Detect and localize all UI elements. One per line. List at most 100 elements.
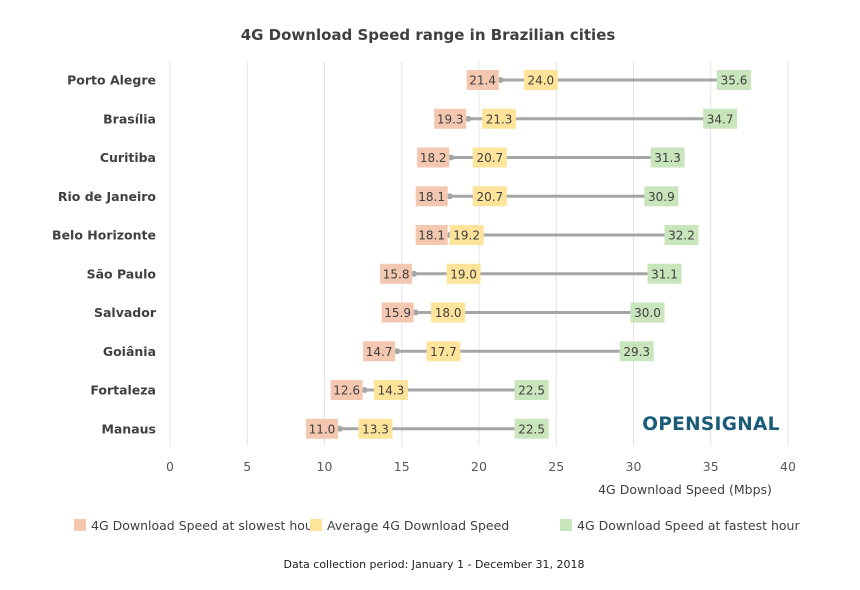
value-label-2-4: 32.2 — [668, 229, 695, 243]
range-end-min-2 — [448, 154, 455, 161]
city-label-8: Fortaleza — [90, 383, 156, 398]
value-box-0-5 — [380, 263, 413, 284]
range-end-min-9 — [336, 425, 343, 432]
x-axis: 0 5 10 15 20 25 30 35 40 — [166, 459, 796, 474]
opensignal-logo: OPENSIGNAL — [642, 414, 779, 435]
value-label-2-1: 34.7 — [707, 112, 734, 126]
value-box-2-9 — [514, 418, 549, 439]
value-label-0-8: 12.6 — [333, 384, 360, 398]
x-tick-label-7: 35 — [703, 459, 719, 474]
value-box-1-2 — [472, 147, 507, 168]
x-tick-label-3: 15 — [394, 459, 410, 474]
value-box-1-8 — [373, 380, 408, 400]
value-label-2-7: 29.3 — [623, 345, 650, 359]
row-0: Porto Alegre 21.4 24.0 35.6 — [67, 70, 752, 90]
value-box-1-5 — [446, 263, 481, 284]
legend-swatch-2 — [560, 519, 572, 531]
value-box-0-1 — [434, 108, 467, 129]
value-label-2-8: 22.5 — [518, 384, 545, 398]
value-label-2-5: 31.1 — [651, 267, 678, 281]
row-5: São Paulo 15.8 19.0 31.1 — [87, 263, 682, 284]
range-end-min-1 — [465, 115, 472, 122]
value-label-1-5: 19.0 — [450, 267, 477, 281]
value-box-2-3 — [644, 186, 679, 207]
value-box-0-4 — [415, 225, 448, 245]
value-label-1-2: 20.7 — [476, 151, 503, 165]
value-box-0-0 — [466, 70, 499, 90]
value-label-1-8: 14.3 — [378, 384, 405, 398]
value-label-0-5: 15.8 — [383, 267, 410, 281]
value-label-0-4: 18.1 — [418, 229, 445, 243]
range-end-min-0 — [497, 77, 504, 83]
value-label-1-7: 17.7 — [430, 345, 457, 359]
row-4: Belo Horizonte 18.1 19.2 32.2 — [52, 225, 699, 245]
row-2: Curitiba 18.2 20.7 31.3 — [100, 147, 685, 168]
value-label-2-2: 31.3 — [654, 151, 681, 165]
value-box-1-0 — [523, 70, 558, 90]
value-box-1-9 — [358, 418, 393, 439]
row-3: Rio de Janeiro 18.1 20.7 30.9 — [58, 186, 679, 207]
value-box-2-6 — [630, 302, 665, 323]
value-label-2-6: 30.0 — [634, 306, 661, 320]
footer-note: Data collection period: January 1 - Dece… — [284, 558, 585, 571]
value-label-0-3: 18.1 — [418, 190, 445, 204]
legend-swatch-1 — [310, 519, 322, 531]
x-tick-label-0: 0 — [166, 459, 174, 474]
city-label-1: Brasília — [103, 111, 156, 126]
brand-wordmark: OPENSIGNAL — [642, 414, 779, 435]
city-label-4: Belo Horizonte — [52, 228, 156, 243]
value-label-0-0: 21.4 — [469, 74, 496, 88]
value-box-0-7 — [363, 341, 396, 362]
city-label-6: Salvador — [94, 305, 157, 320]
city-label-3: Rio de Janeiro — [58, 189, 157, 204]
value-label-2-0: 35.6 — [721, 74, 748, 88]
value-label-1-6: 18.0 — [435, 306, 462, 320]
row-8: Fortaleza 12.6 14.3 22.5 — [90, 380, 549, 400]
value-label-2-9: 22.5 — [518, 422, 545, 436]
value-box-0-9 — [305, 418, 338, 439]
value-box-1-4 — [449, 225, 484, 245]
value-box-2-8 — [514, 380, 549, 400]
legend: 4G Download Speed at slowest hour Average… — [74, 518, 800, 533]
row-7: Goiânia 14.7 17.7 29.3 — [103, 341, 654, 362]
x-tick-label-8: 40 — [780, 459, 796, 474]
value-box-0-3 — [415, 186, 448, 207]
city-label-9: Manaus — [101, 421, 156, 436]
city-label-2: Curitiba — [100, 150, 156, 165]
value-box-2-0 — [717, 70, 752, 90]
range-end-min-6 — [412, 309, 419, 316]
value-label-0-7: 14.7 — [366, 345, 393, 359]
legend-swatch-0 — [74, 519, 86, 531]
x-tick-label-2: 10 — [317, 459, 333, 474]
gridlines — [169, 62, 789, 446]
value-box-2-1 — [703, 108, 738, 129]
value-label-1-1: 21.3 — [486, 112, 513, 126]
value-box-2-2 — [650, 147, 685, 168]
legend-label-0: 4G Download Speed at slowest hour — [91, 518, 319, 533]
legend-label-2: 4G Download Speed at fastest hour — [577, 518, 800, 533]
legend-label-1: Average 4G Download Speed — [327, 518, 509, 533]
value-label-0-2: 18.2 — [420, 151, 447, 165]
x-tick-label-6: 30 — [626, 459, 642, 474]
value-box-0-6 — [381, 302, 414, 323]
x-axis-label: 4G Download Speed (Mbps) — [598, 482, 772, 497]
range-end-min-8 — [361, 387, 368, 393]
value-box-0-2 — [417, 147, 450, 168]
value-box-1-6 — [431, 302, 466, 323]
value-box-2-5 — [647, 263, 682, 284]
value-box-2-7 — [619, 341, 654, 362]
city-label-7: Goiânia — [103, 344, 156, 359]
value-label-1-4: 19.2 — [453, 229, 480, 243]
value-label-0-6: 15.9 — [384, 306, 411, 320]
range-end-min-5 — [411, 270, 418, 277]
row-9: Manaus 11.0 13.3 22.5 — [101, 418, 549, 439]
value-label-2-3: 30.9 — [648, 190, 675, 204]
range-end-min-7 — [394, 348, 401, 355]
value-label-1-3: 20.7 — [476, 190, 503, 204]
row-1: Brasília 19.3 21.3 34.7 — [103, 108, 738, 129]
range-end-min-3 — [446, 193, 453, 200]
city-label-0: Porto Alegre — [67, 73, 156, 88]
chart-title: 4G Download Speed range in Brazilian cit… — [241, 26, 616, 44]
value-label-0-9: 11.0 — [309, 422, 336, 436]
